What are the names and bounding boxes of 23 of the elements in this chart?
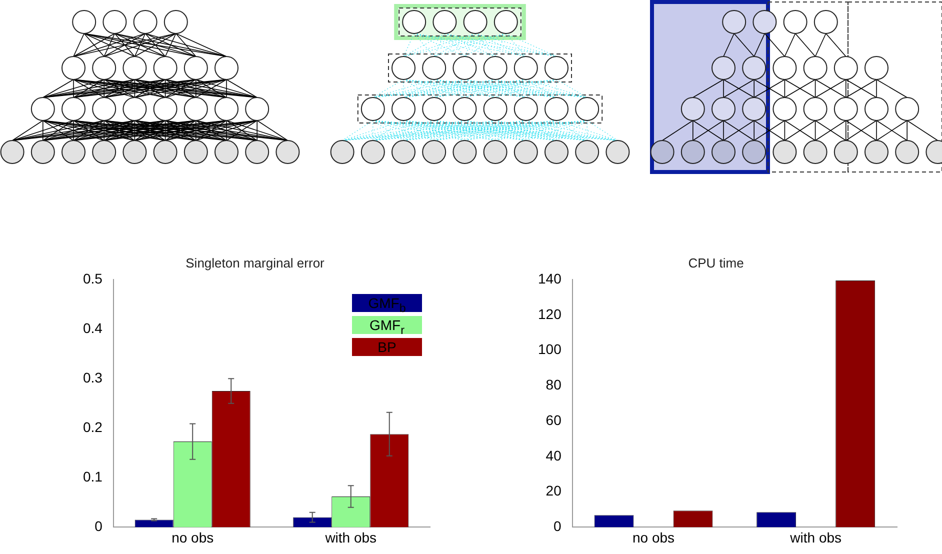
y-tick-label: 80 [546, 376, 562, 393]
y-tick-label: 60 [546, 412, 562, 428]
y-tick-label: 140 [538, 270, 562, 286]
y-tick-label: 20 [546, 482, 562, 499]
y-tick-label: 0.5 [82, 270, 103, 286]
x-tick-label: with obs [789, 529, 842, 546]
y-tick-label: 0 [94, 518, 103, 534]
text: BP [352, 338, 422, 356]
y-tick-label: 0.2 [82, 419, 103, 436]
y-tick-label: 0.4 [82, 320, 103, 336]
x-tick-label: no obs [172, 529, 214, 546]
y-tick-label: 100 [538, 341, 562, 358]
chart-title: Singleton marginal error [186, 255, 326, 270]
text: GMF$_{b}$ [352, 294, 422, 315]
y-tick-label: 0 [554, 518, 562, 534]
x-tick-label: no obs [632, 529, 675, 546]
y-tick-label: 0.1 [82, 468, 103, 485]
y-tick-label: 120 [538, 306, 562, 322]
x-tick-label: with obs [324, 529, 377, 546]
y-tick-label: 0.3 [82, 370, 103, 386]
text: GMF$_{r}$ [352, 316, 422, 337]
chart-title: CPU time [688, 255, 744, 270]
y-tick-label: 40 [546, 447, 562, 464]
